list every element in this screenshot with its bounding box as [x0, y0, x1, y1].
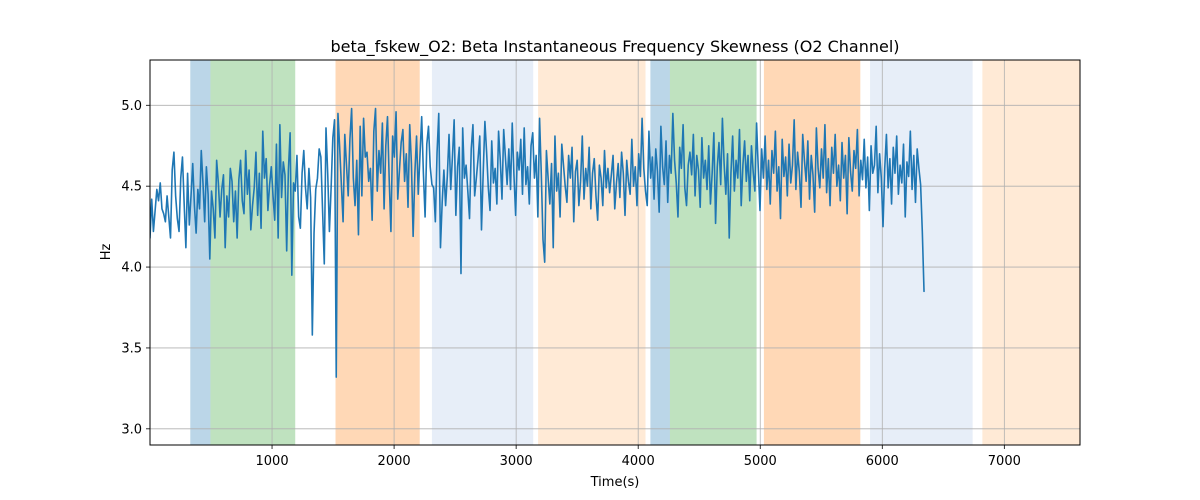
- x-tick-label: 7000: [988, 454, 1021, 469]
- x-tick-label: 6000: [866, 454, 899, 469]
- x-tick-label: 1000: [256, 454, 289, 469]
- x-tick-label: 5000: [744, 454, 777, 469]
- shaded-band-8: [763, 60, 861, 445]
- shaded-band-5: [538, 60, 646, 445]
- series-line-beta_fskew_O2: [150, 107, 925, 378]
- chart-title: beta_fskew_O2: Beta Instantaneous Freque…: [330, 37, 899, 57]
- y-axis-label: Hz: [99, 244, 114, 261]
- shaded-band-10: [982, 60, 1080, 445]
- shaded-band-6: [650, 60, 670, 445]
- x-axis-label: Time(s): [590, 475, 640, 490]
- y-tick-label: 3.5: [121, 341, 142, 356]
- x-tick-label: 3000: [500, 454, 533, 469]
- y-axis-ticks: 3.0 3.5 4.0 4.5 5.0: [121, 99, 150, 437]
- x-tick-label: 4000: [622, 454, 655, 469]
- shaded-band-3: [335, 60, 420, 445]
- y-tick-label: 4.5: [121, 180, 142, 195]
- shaded-band-9: [870, 60, 973, 445]
- plot-area-frame: [149, 59, 1081, 446]
- x-axis-ticks: 1000 2000 3000 4000 5000 6000 7000: [256, 445, 1021, 469]
- y-tick-label: 3.0: [121, 422, 142, 437]
- shaded-band-1: [190, 60, 211, 445]
- shaded-band-4: [431, 60, 534, 445]
- grid-lines: [150, 60, 1080, 445]
- shaded-band-2: [210, 60, 296, 445]
- y-tick-label: 5.0: [121, 99, 142, 114]
- series-layer: [150, 107, 925, 378]
- shaded-band-7: [669, 60, 757, 445]
- x-tick-label: 2000: [378, 454, 411, 469]
- y-tick-label: 4.0: [121, 261, 142, 276]
